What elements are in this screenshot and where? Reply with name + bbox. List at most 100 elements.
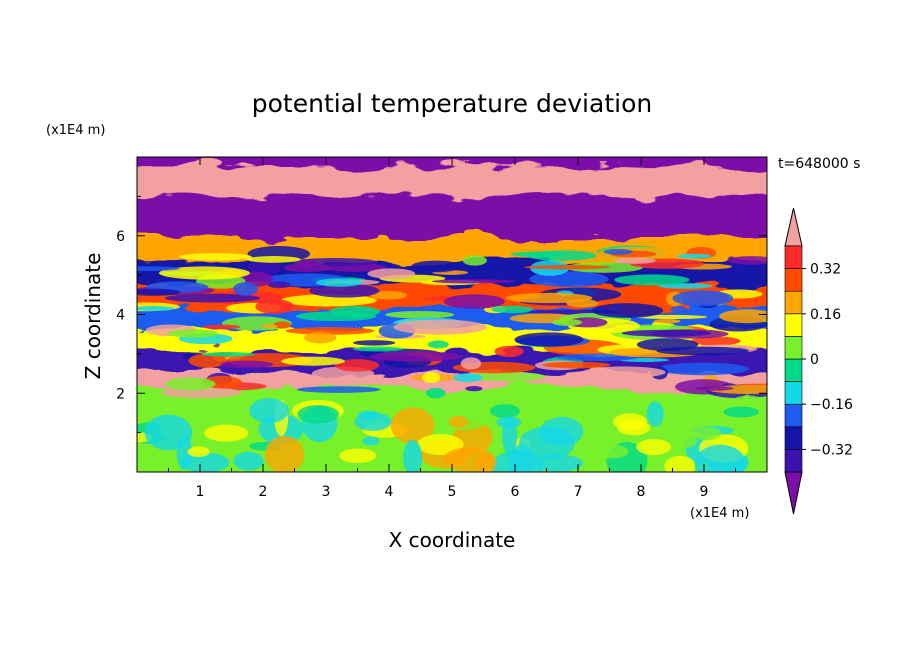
contour-blob — [613, 257, 656, 264]
x-tick-label: 1 — [196, 484, 205, 500]
contour-field — [137, 157, 767, 472]
contour-blob — [281, 356, 345, 366]
contour-blob — [591, 303, 664, 318]
contour-blob — [462, 255, 487, 266]
colorbar-box — [784, 449, 803, 473]
colorbar: 0.32 0.16 0 −0.16 −0.32 — [784, 207, 853, 515]
contour-blob — [369, 351, 463, 362]
contour-blob — [656, 362, 749, 376]
contour-cell — [636, 439, 672, 456]
y-axis: 2 4 6 — [116, 195, 767, 434]
contour-blob — [467, 372, 546, 382]
contour-blob — [201, 352, 256, 357]
x-tick-label: 2 — [259, 484, 268, 500]
contour-cell — [416, 433, 464, 455]
contour-cell — [533, 454, 583, 472]
contour-cell — [180, 452, 230, 472]
contour-blob — [137, 266, 180, 271]
colorbar-extend-max — [784, 207, 803, 247]
contour-blob — [164, 293, 260, 303]
contour-blob — [165, 377, 216, 391]
y-tick-label: 2 — [116, 386, 125, 402]
contour-blob — [491, 305, 533, 314]
contour-blob — [411, 260, 462, 273]
colorbar-tick-label: 0.16 — [810, 307, 841, 323]
contour-cell — [144, 414, 193, 451]
contour-blob — [137, 288, 181, 296]
contour-cell — [233, 451, 264, 471]
contour-cell — [390, 407, 435, 444]
contour-blob — [465, 386, 483, 392]
contour-blob — [367, 268, 416, 279]
contour-blob — [285, 327, 375, 335]
contour-blob — [494, 345, 524, 358]
contour-blob — [393, 319, 487, 335]
contour-blob — [603, 248, 633, 255]
contour-cell — [339, 448, 377, 463]
contour-blob — [167, 329, 219, 338]
contour-blob — [542, 361, 611, 369]
contour-blob — [676, 253, 712, 259]
contour-blob — [510, 251, 567, 258]
colorbar-box — [784, 245, 803, 269]
colorbar-box — [784, 358, 803, 382]
contour-blob — [304, 332, 337, 344]
contour-blob — [309, 283, 380, 298]
contour-blob — [670, 305, 687, 313]
contour-blob — [653, 318, 681, 324]
contour-cell — [496, 416, 522, 428]
contour-blob — [202, 324, 241, 330]
contour-blob — [695, 386, 734, 391]
colorbar-tick-label: 0 — [810, 352, 819, 368]
x-axis-label: X coordinate — [389, 528, 516, 552]
x-tick-label: 8 — [637, 484, 646, 500]
contour-cell — [249, 398, 289, 423]
contour-cell — [491, 450, 544, 472]
chart-title: potential temperature deviation — [252, 89, 652, 118]
contour-cell — [664, 455, 696, 472]
contour-blob — [422, 372, 441, 384]
contour-cell — [723, 406, 760, 418]
contour-blob — [370, 291, 407, 300]
colorbar-tick-label: 0.32 — [810, 262, 841, 278]
contour-blob — [453, 373, 483, 383]
contour-cell — [590, 444, 629, 459]
contour-blob — [188, 353, 227, 368]
contour-blob — [334, 359, 380, 372]
contour-cell — [617, 420, 651, 436]
contour-cell — [489, 404, 520, 419]
contour-cell — [403, 439, 423, 472]
contour-blob — [267, 281, 291, 289]
contour-blob — [220, 360, 274, 369]
contour-blob — [352, 340, 396, 346]
contour-blob — [514, 332, 584, 347]
contour-cell — [448, 415, 469, 428]
colorbar-box — [784, 290, 803, 315]
contour-cell — [204, 424, 249, 442]
contour-blob — [233, 282, 258, 296]
colorbar-box — [784, 336, 803, 360]
time-label: t=648000 s — [778, 156, 860, 172]
contour-blob — [426, 387, 446, 399]
contour-blob — [315, 278, 363, 287]
contour-blob — [296, 386, 381, 393]
y-tick-label: 6 — [116, 229, 125, 245]
contour-blob — [246, 256, 301, 263]
contour-blob — [283, 263, 332, 273]
contour-blob — [691, 336, 741, 346]
colorbar-tick-label: −0.16 — [810, 397, 853, 413]
contour-blob — [273, 321, 292, 329]
colorbar-extend-min — [784, 471, 803, 515]
contour-blob — [178, 253, 252, 261]
contour-cell — [694, 444, 747, 472]
x-unit-label: (x1E4 m) — [690, 506, 749, 521]
x-axis: 1 2 3 4 5 6 7 8 9 — [168, 157, 736, 500]
contour-cell — [297, 405, 339, 424]
y-unit-label: (x1E4 m) — [46, 123, 105, 138]
contour-cell — [443, 447, 496, 472]
contour-blob — [719, 309, 767, 324]
colorbar-box — [784, 313, 803, 337]
contour-blob — [636, 338, 699, 351]
contour-cell — [532, 402, 561, 421]
contour-blob — [582, 366, 666, 379]
